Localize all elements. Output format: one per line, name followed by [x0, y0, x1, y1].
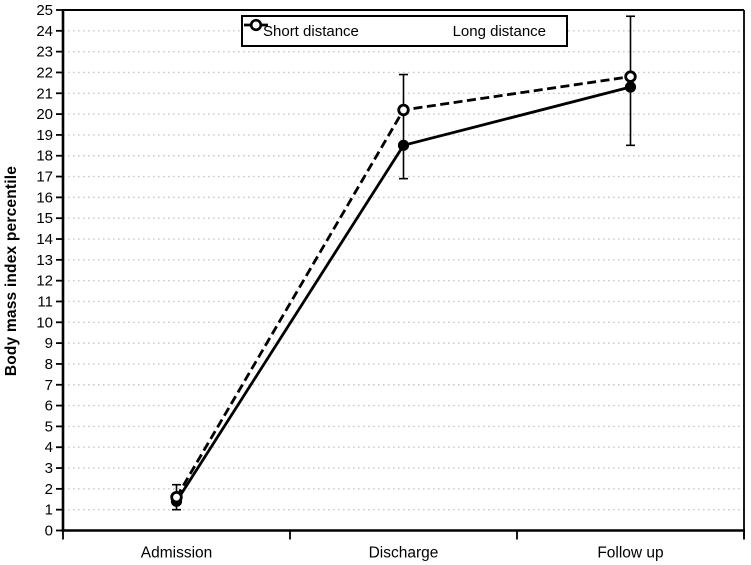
y-tick-label: 7: [45, 377, 53, 394]
legend-label-long-distance: Long distance: [452, 22, 546, 40]
y-tick-label: 25: [36, 2, 53, 19]
y-tick-label: 24: [36, 23, 53, 40]
y-tick-label: 6: [45, 398, 53, 415]
y-tick-label: 11: [37, 293, 53, 310]
x-axis-label: Discharge: [369, 545, 439, 562]
y-tick-label: 9: [45, 335, 53, 352]
y-tick-label: 21: [36, 85, 53, 102]
y-tick-label: 18: [36, 148, 53, 165]
x-axis-label: Follow up: [597, 545, 663, 562]
y-tick-label: 1: [45, 502, 53, 519]
y-tick-label: 12: [36, 273, 53, 290]
y-tick-label: 10: [36, 314, 53, 331]
chart-legend: Short distance Long distance: [241, 15, 568, 47]
y-tick-label: 14: [36, 231, 53, 248]
filled-circle-marker-icon: [397, 139, 410, 151]
y-tick-label: 8: [45, 356, 53, 373]
open-circle-marker-icon: [170, 490, 183, 504]
y-tick-label: 13: [36, 252, 53, 269]
y-tick-label: 16: [36, 189, 53, 206]
y-tick-label: 4: [45, 439, 53, 456]
y-tick-label: 23: [36, 44, 53, 61]
legend-item-short-distance: Short distance: [244, 19, 359, 40]
x-axis-label: Admission: [141, 545, 213, 562]
y-tick-label: 3: [45, 460, 53, 477]
y-tick-label: 22: [36, 64, 53, 81]
legend-label-short-distance: Short distance: [263, 22, 359, 40]
legend-item-long-distance: Long distance: [244, 18, 546, 40]
y-tick-label: 17: [36, 169, 53, 186]
open-circle-icon: [244, 18, 268, 32]
open-circle-marker-icon: [624, 70, 637, 83]
filled-circle-marker-icon: [624, 81, 637, 93]
y-tick-label: 0: [45, 523, 53, 540]
y-tick-label: 15: [36, 210, 53, 227]
open-circle-marker-icon: [397, 103, 410, 117]
y-tick-label: 19: [36, 127, 53, 144]
open-circle-glyph: [249, 18, 263, 32]
y-tick-label: 5: [45, 418, 53, 435]
y-tick-label: 2: [45, 481, 53, 498]
y-tick-label: 20: [36, 106, 53, 123]
